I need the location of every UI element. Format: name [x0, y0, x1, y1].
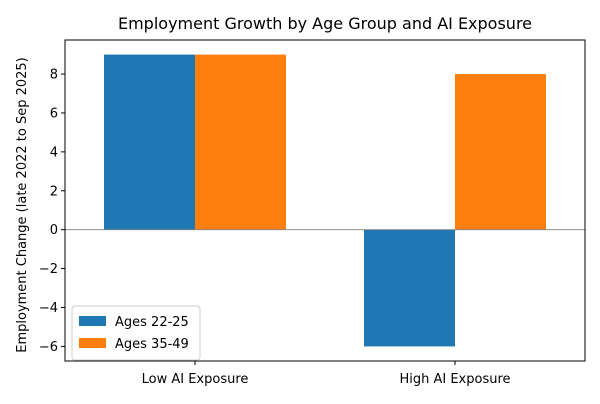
y-tick-label: 2 [50, 184, 58, 199]
bars-layer [104, 54, 546, 347]
x-tick-label: High AI Exposure [399, 372, 510, 387]
y-tick-label: −2 [39, 262, 58, 277]
x-tick-label: Low AI Exposure [142, 372, 249, 387]
y-tick-label: 8 [50, 68, 58, 83]
bar-ages-22-25-low-ai-exposure [104, 54, 195, 230]
y-tick-label: 6 [50, 106, 58, 121]
chart-title: Employment Growth by Age Group and AI Ex… [118, 14, 532, 33]
legend-swatch [79, 316, 106, 326]
bar-ages-22-25-high-ai-exposure [364, 229, 455, 347]
y-tick-label: −6 [39, 340, 58, 355]
y-tick-label: 0 [50, 223, 58, 238]
y-tick-label: −4 [39, 301, 58, 316]
bar-ages-35-49-low-ai-exposure [195, 54, 286, 230]
ticks-layer: −6 −4 −2 0 2 4 6 8 Low AI Exposure High AI Exposu… [39, 68, 511, 387]
y-axis-label: Employment Change (late 2022 to Sep 2025… [15, 57, 30, 353]
plot-frame [64, 39, 586, 362]
legend-label: Ages 22-25 [115, 315, 189, 330]
legend: Ages 22-25 Ages 35-49 [71, 305, 201, 361]
y-tick-label: 4 [50, 145, 58, 160]
bar-ages-35-49-high-ai-exposure [455, 74, 546, 230]
legend-swatch [79, 338, 106, 348]
legend-label: Ages 35-49 [115, 337, 189, 352]
